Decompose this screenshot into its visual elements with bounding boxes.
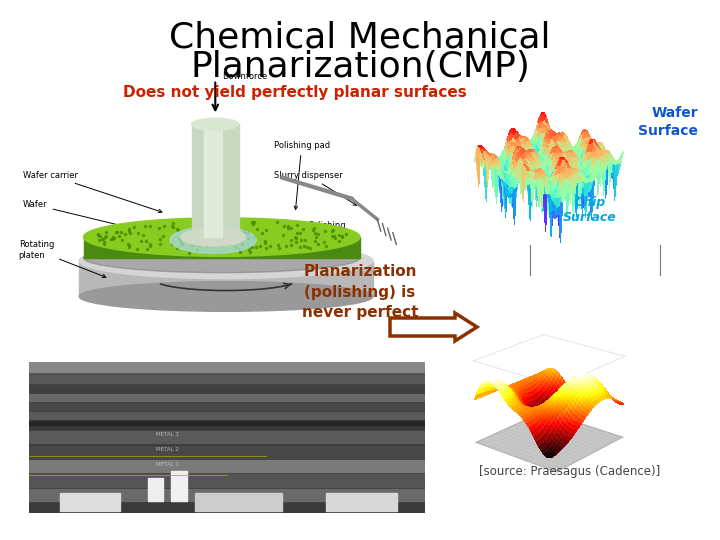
Text: Polishing
slurry: Polishing slurry (308, 221, 346, 241)
Text: Planarization(CMP): Planarization(CMP) (190, 50, 530, 84)
Bar (29, 446, 425, 458)
Ellipse shape (181, 228, 246, 246)
Bar (29, 489, 425, 501)
Ellipse shape (192, 118, 239, 130)
Bar (84, 237, 360, 258)
Bar (29, 460, 425, 472)
Bar (204, 124, 222, 237)
Text: Rotating
platen: Rotating platen (19, 240, 106, 278)
Bar (29, 411, 425, 419)
Text: Chemical Mechanical: Chemical Mechanical (169, 21, 551, 55)
Text: Does not yield perfectly planar surfaces: Does not yield perfectly planar surfaces (123, 84, 467, 99)
Text: Wafer carrier: Wafer carrier (23, 171, 162, 213)
FancyArrow shape (390, 313, 477, 341)
Text: Wafer
Surface: Wafer Surface (638, 106, 698, 138)
Text: Wafer: Wafer (23, 200, 140, 231)
Bar (29, 394, 425, 401)
Ellipse shape (170, 227, 256, 253)
Bar (79, 261, 373, 296)
Bar (326, 494, 397, 511)
Text: METAL 1: METAL 1 (156, 462, 179, 467)
Bar (29, 421, 425, 424)
Text: Polishing pad: Polishing pad (274, 141, 330, 210)
Bar (195, 494, 282, 511)
Bar (171, 471, 187, 501)
Bar (192, 124, 239, 237)
Text: METAL 2: METAL 2 (156, 447, 179, 452)
Bar (29, 362, 425, 373)
Bar (148, 478, 163, 501)
Ellipse shape (84, 218, 360, 256)
Bar (29, 366, 425, 374)
Text: [source: Praesagus (Cadence)]: [source: Praesagus (Cadence)] (480, 465, 661, 478)
Bar (29, 403, 425, 410)
Bar (29, 384, 425, 392)
Ellipse shape (84, 243, 360, 273)
Bar (29, 375, 425, 383)
Text: Chip
Surface: Chip Surface (563, 196, 617, 224)
Ellipse shape (79, 281, 373, 311)
Text: Planarization
(polishing) is
never perfect: Planarization (polishing) is never perfe… (302, 264, 418, 321)
Text: Downforce: Downforce (222, 72, 267, 81)
Bar (60, 494, 120, 511)
Text: METAL 3: METAL 3 (156, 432, 179, 437)
Bar (29, 475, 425, 487)
Ellipse shape (79, 243, 373, 279)
Text: Slurry dispenser: Slurry dispenser (274, 171, 356, 205)
Bar (29, 431, 425, 443)
